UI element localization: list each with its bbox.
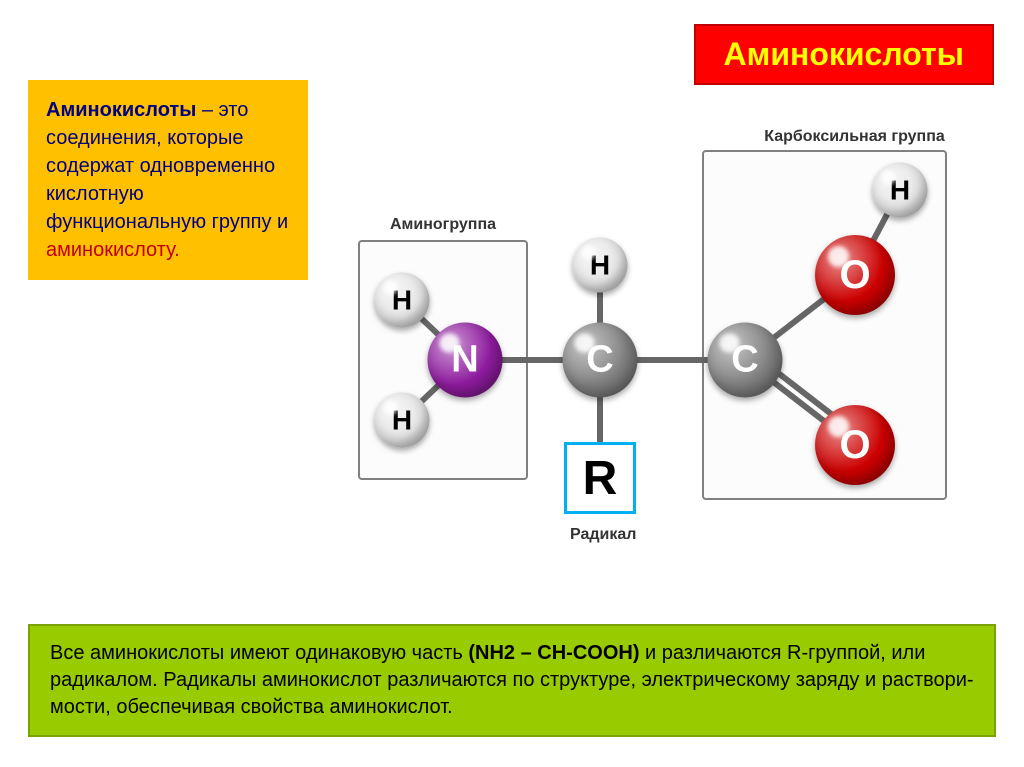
molecule-diagram: Аминогруппа Карбоксильная группа Радикал…	[330, 60, 1000, 560]
atom-h: H	[573, 238, 628, 293]
radical-label: Радикал	[570, 526, 636, 544]
atom-o: O	[815, 235, 895, 315]
atom-n: N	[428, 323, 503, 398]
atom-o: O	[815, 405, 895, 485]
radical-r-box: R	[564, 442, 636, 514]
atom-h: H	[375, 273, 430, 328]
carboxyl-group-label: Карбоксильная группа	[732, 128, 977, 146]
definition-text2: аминокислоту.	[46, 239, 180, 261]
amino-group-label: Аминогруппа	[358, 216, 528, 234]
bottom-text-box: Все аминокислоты имеют одинаковую часть …	[28, 624, 996, 737]
bottom-formula: (NH2 – CH-COOH)	[468, 642, 639, 664]
bottom-line1a: Все аминокислоты имеют одинаковую часть	[50, 642, 468, 664]
atom-h: H	[375, 393, 430, 448]
atom-h: H	[873, 163, 928, 218]
atom-c: C	[563, 323, 638, 398]
atom-c: C	[708, 323, 783, 398]
definition-box: Аминокислоты – это соединения, которые с…	[28, 80, 308, 280]
definition-term: Аминокислоты	[46, 99, 196, 121]
